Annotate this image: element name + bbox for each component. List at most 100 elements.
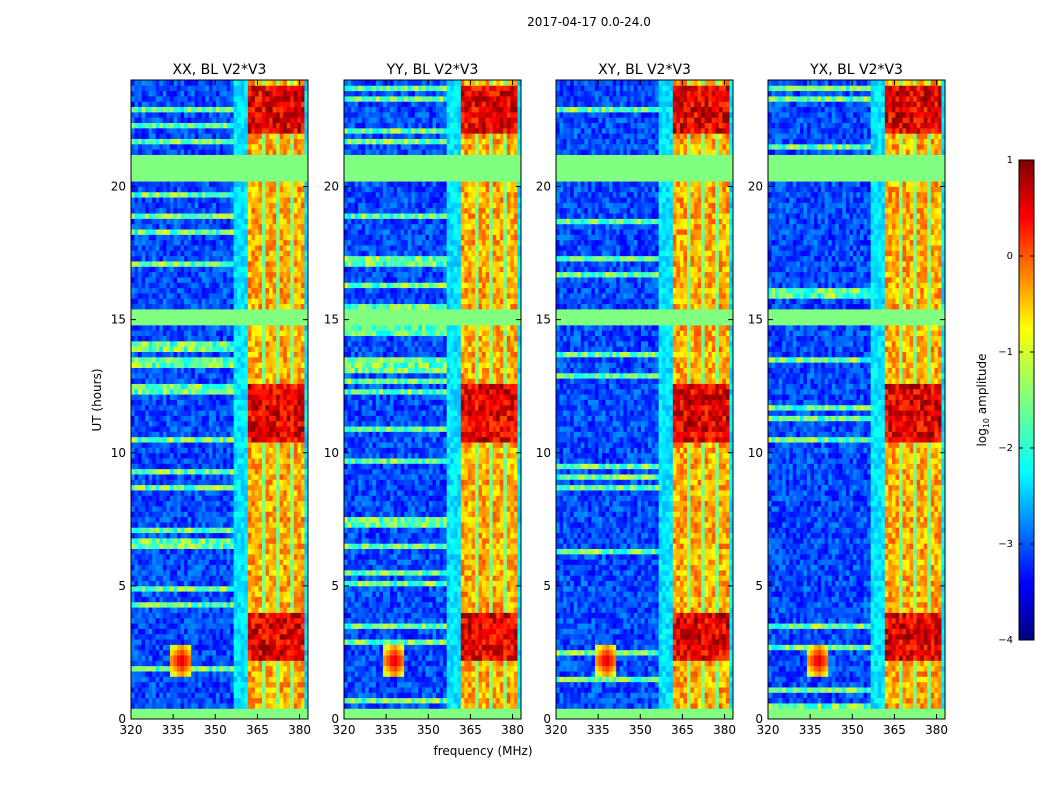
heatmap-cell [248,538,252,544]
heatmap-cell [181,628,185,634]
heatmap-cell [156,586,160,592]
heatmap-cell [297,666,301,672]
heatmap-cell [163,703,167,709]
heatmap-cell [163,565,167,571]
heatmap-cell [220,655,224,661]
heatmap-cell [290,538,294,544]
heatmap-cell [234,666,238,672]
heatmap-cell [212,565,216,571]
heatmap-cell [269,639,273,645]
heatmap-cell [188,671,192,677]
heatmap-cell [135,650,139,656]
heatmap-cell [227,586,231,592]
heatmap-cell [202,623,206,629]
heatmap-cell [202,543,206,549]
heatmap-cell [251,692,255,698]
heatmap-cell [287,623,291,629]
heatmap-cell [184,613,188,619]
heatmap-cell [301,628,305,634]
heatmap-cell [287,639,291,645]
heatmap-cell [191,644,195,650]
heatmap-cell [198,538,202,544]
heatmap-cell [195,687,199,693]
heatmap-cell [237,623,241,629]
heatmap-cell [135,570,139,576]
heatmap-cell [262,698,266,704]
heatmap-cell [152,698,156,704]
heatmap-cell [159,602,163,608]
heatmap-cell [227,650,231,656]
heatmap-cell [156,602,160,608]
heatmap-cell [255,538,259,544]
heatmap-cell [149,602,153,608]
heatmap-cell [145,628,149,634]
heatmap-cell [156,650,160,656]
heatmap-cell [170,543,174,549]
heatmap-cell [244,543,248,549]
heatmap-cell [251,623,255,629]
heatmap-cell [152,644,156,650]
heatmap-cell [223,607,227,613]
heatmap-cell [280,618,284,624]
heatmap-cell [283,655,287,661]
heatmap-cell [248,570,252,576]
heatmap-cell [212,623,216,629]
heatmap-cell [184,639,188,645]
heatmap-cell [156,687,160,693]
heatmap-cell [244,682,248,688]
heatmap-cell [220,549,224,555]
heatmap-cell [276,687,280,693]
heatmap-cell [212,639,216,645]
heatmap-cell [135,682,139,688]
heatmap-cell [216,613,220,619]
heatmap-cell [269,623,273,629]
heatmap-cell [145,581,149,587]
heatmap-cell [177,538,181,544]
heatmap-cell [273,671,277,677]
heatmap-cell [212,602,216,608]
heatmap-cell [244,570,248,576]
heatmap-cell [287,655,291,661]
heatmap-cell [173,687,177,693]
heatmap-cell [198,618,202,624]
heatmap-cell [156,703,160,709]
heatmap-cell [223,655,227,661]
heatmap-cell [230,613,234,619]
heatmap-cell [188,597,192,603]
heatmap-cell [301,575,305,581]
heatmap-cell [230,687,234,693]
heatmap-cell [237,613,241,619]
heatmap-cell [149,543,153,549]
heatmap-cell [244,650,248,656]
heatmap-cell [216,549,220,555]
heatmap-cell [269,676,273,682]
heatmap-cell [273,660,277,666]
heatmap-cell [223,698,227,704]
heatmap-cell [251,639,255,645]
heatmap-cell [181,618,185,624]
heatmap-cell [195,628,199,634]
heatmap-cell [227,666,231,672]
heatmap-cell [248,692,252,698]
heatmap-cell [262,682,266,688]
heatmap-cell [290,602,294,608]
heatmap-cell [276,602,280,608]
heatmap-cell [135,538,139,544]
heatmap-cell [301,666,305,672]
heatmap-cell [220,543,224,549]
heatmap-cell [230,597,234,603]
heatmap-cell [276,554,280,560]
heatmap-cell [227,591,231,597]
heatmap-cell [216,671,220,677]
heatmap-cell [280,687,284,693]
heatmap-cell [170,618,174,624]
heatmap-cell [173,597,177,603]
heatmap-cell [283,623,287,629]
heatmap-cell [142,634,146,640]
heatmap-cell [255,660,259,666]
heatmap-cell [149,538,153,544]
heatmap-cell [131,676,135,682]
heatmap-cell [181,639,185,645]
heatmap-cell [205,575,209,581]
heatmap-cell [135,565,139,571]
